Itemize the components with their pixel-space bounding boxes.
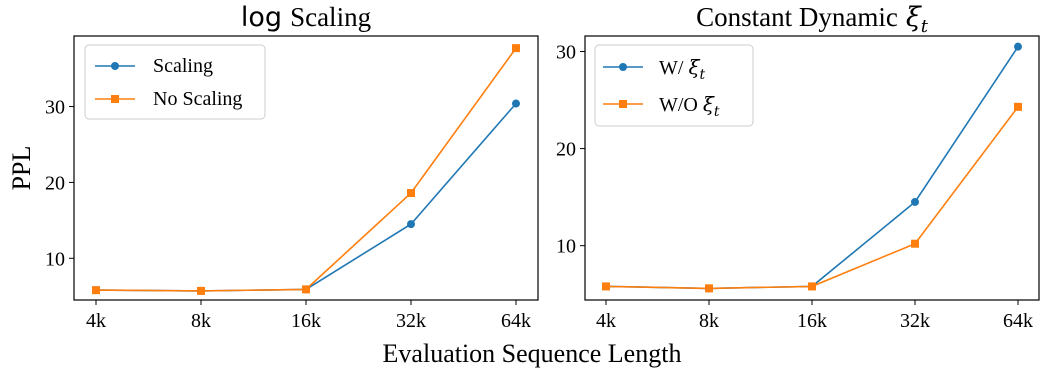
- series-line: [605, 106, 1019, 290]
- legend-label-with-xi: W/ ξt: [659, 55, 705, 83]
- legend-marker-scaling: [111, 62, 119, 70]
- title-right-prefix: Constant Dynamic: [696, 2, 898, 32]
- y-tick-label: 20: [45, 172, 65, 194]
- legend-with-xi-prefix: W/: [659, 57, 688, 79]
- legend-without-xi-symbol: ξ: [703, 92, 715, 116]
- x-axis-label: Evaluation Sequence Length: [383, 339, 682, 368]
- data-point: [808, 282, 816, 291]
- legend-marker-no-scaling: [111, 95, 119, 103]
- legend-marker-without-xi: [619, 100, 627, 108]
- chart-title-left: log Scaling: [241, 2, 371, 33]
- data-point: [911, 197, 919, 206]
- title-right-sub: t: [921, 16, 929, 37]
- data-point: [512, 44, 520, 53]
- y-tick-label: 20: [556, 139, 576, 161]
- x-tick-label: 16k: [797, 310, 827, 332]
- series-line: [95, 102, 517, 292]
- x-tick-label: 64k: [501, 310, 531, 332]
- axes-left: 4k 8k 16k 32k 64k 10 20 30: [45, 97, 531, 332]
- legend-without-xi-sub: t: [714, 104, 720, 120]
- data-point: [1014, 42, 1022, 51]
- data-point: [302, 285, 310, 294]
- x-tick-label: 8k: [699, 310, 719, 332]
- title-left-prefix: log: [241, 2, 282, 33]
- x-tick-label: 32k: [396, 310, 426, 332]
- series-lines-left: [92, 44, 520, 295]
- chart-log-scaling: log Scaling 4k 8k 16k 32k 64k 10 20 30 Scaling N…: [45, 2, 539, 332]
- y-tick-label: 30: [556, 42, 576, 64]
- data-point: [197, 286, 205, 295]
- legend-label-without-xi: W/O ξt: [659, 92, 720, 120]
- data-point: [911, 239, 919, 248]
- data-point: [512, 99, 520, 108]
- y-tick-label: 10: [556, 236, 576, 258]
- legend-without-xi-prefix: W/O: [659, 94, 703, 116]
- title-left-rest: Scaling: [290, 2, 371, 32]
- data-point: [1014, 102, 1022, 111]
- legend-label-no-scaling: No Scaling: [153, 88, 242, 110]
- y-tick-label: 30: [45, 97, 65, 119]
- data-point: [407, 220, 415, 229]
- y-tick-label: 10: [45, 248, 65, 270]
- data-point: [602, 282, 610, 291]
- chart-title-right: Constant Dynamic ξt: [696, 2, 929, 37]
- y-axis-label: PPL: [7, 146, 36, 191]
- x-tick-label: 8k: [191, 310, 211, 332]
- legend-frame-right: [594, 44, 754, 127]
- legend-right: W/ ξt W/O ξt: [594, 44, 754, 127]
- title-right-symbol: ξ: [906, 2, 922, 33]
- legend-left: Scaling No Scaling: [84, 44, 266, 120]
- x-tick-label: 4k: [596, 310, 616, 332]
- legend-with-xi-sub: t: [699, 67, 705, 83]
- x-tick-label: 32k: [900, 310, 930, 332]
- data-point: [92, 286, 100, 295]
- legend-with-xi-symbol: ξ: [688, 55, 700, 79]
- legend-label-scaling: Scaling: [153, 55, 213, 77]
- x-tick-label: 4k: [86, 310, 106, 332]
- legend-marker-with-xi: [619, 63, 627, 71]
- series-lines-right: [602, 42, 1022, 293]
- x-tick-label: 64k: [1003, 310, 1033, 332]
- data-point: [407, 189, 415, 198]
- x-tick-label: 16k: [291, 310, 321, 332]
- axes-right: 4k 8k 16k 32k 64k 10 20 30: [556, 42, 1033, 332]
- data-point: [705, 284, 713, 293]
- legend-frame-left: [84, 44, 266, 120]
